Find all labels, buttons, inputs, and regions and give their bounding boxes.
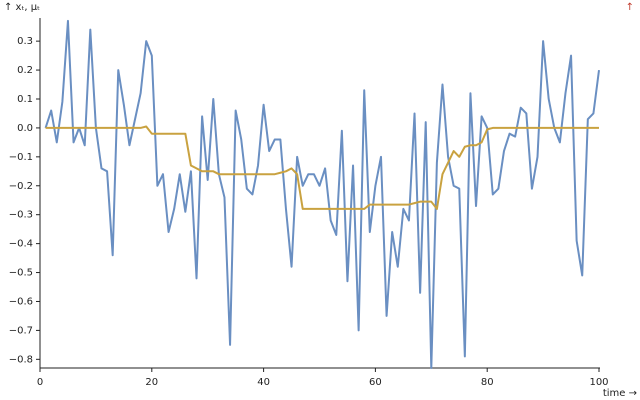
x-axis-label: time → [603,388,637,399]
line-series [44,19,600,369]
x-tick-label: 60 [369,377,382,388]
x-tick-label: 80 [481,377,494,388]
y-tick-label: 0.1 [17,94,33,105]
x-tick-label: 100 [589,377,608,388]
y-tick-label: −0.4 [9,239,33,250]
y-tick-label: −0.5 [9,268,33,279]
y-tick-label: −0.8 [9,354,33,365]
line-series [45,125,599,210]
y-tick-label: 0.0 [17,123,33,134]
x-tick-label: 0 [37,377,43,388]
corner-mark: ↑ [626,2,634,13]
y-tick-label: −0.3 [9,210,33,221]
x-tick-label: 40 [257,377,270,388]
y-axis-label: ↑ xₜ, μₜ [4,2,40,13]
y-tick-label: 0.3 [17,36,33,47]
y-tick-label: −0.6 [9,296,33,307]
y-tick-label: −0.7 [9,325,33,336]
y-tick-label: −0.2 [9,181,33,192]
y-tick-label: 0.2 [17,65,33,76]
y-tick-label: −0.1 [9,152,33,163]
x-tick-label: 20 [145,377,158,388]
